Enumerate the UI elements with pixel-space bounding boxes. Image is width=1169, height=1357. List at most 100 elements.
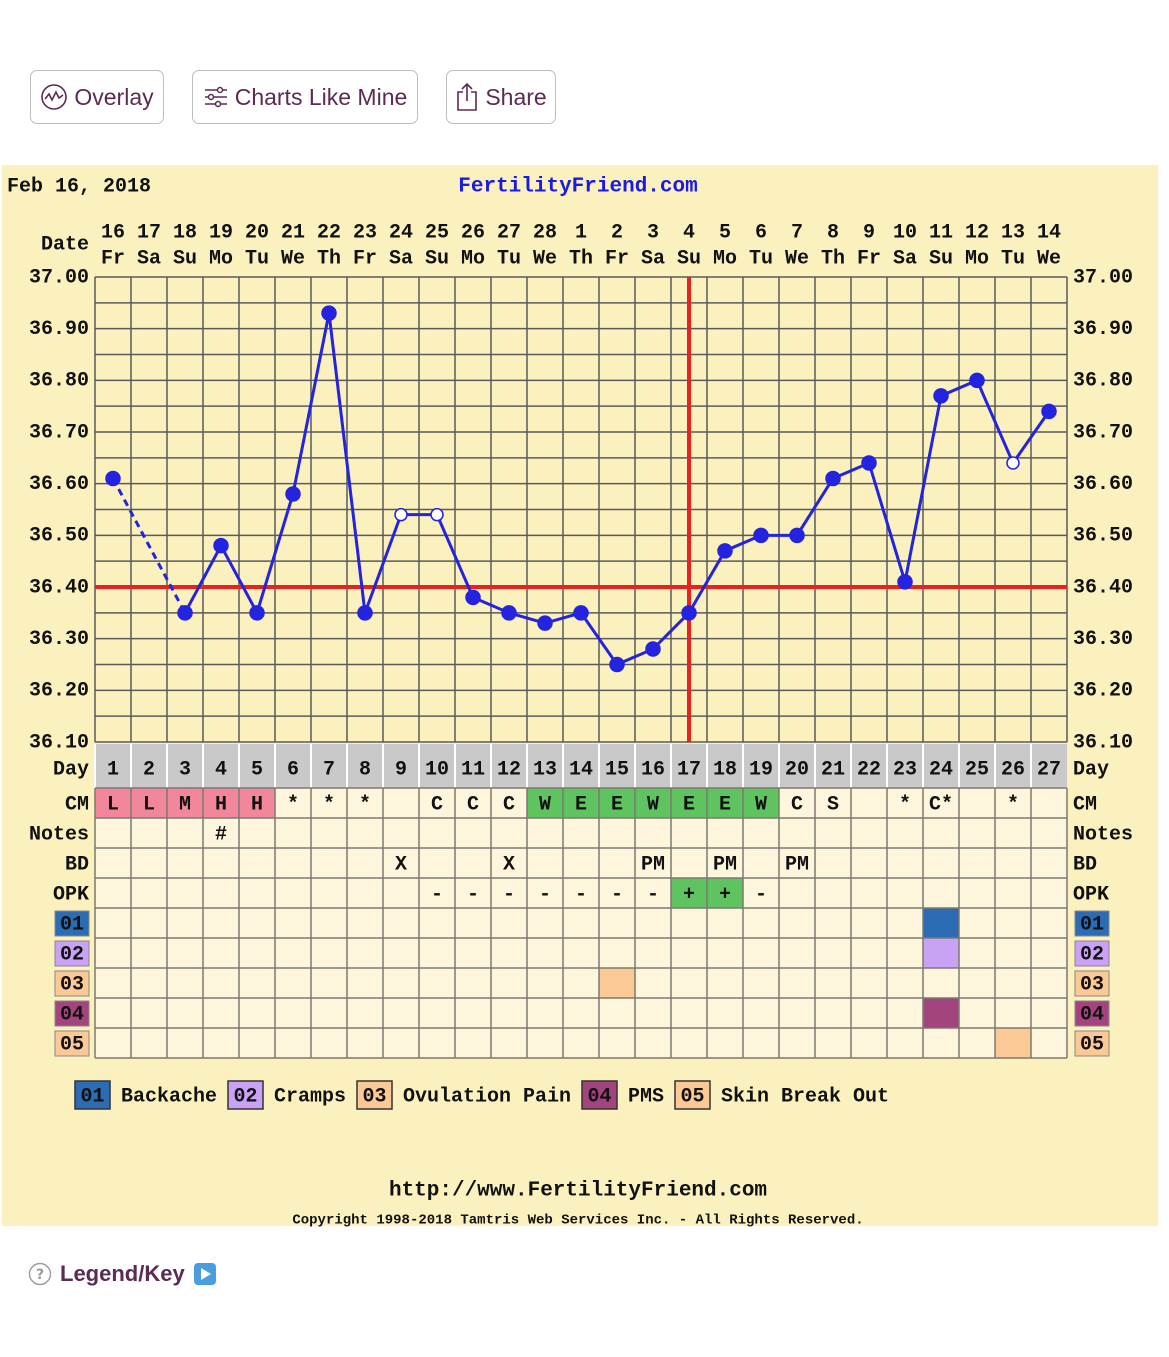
cell-text: M bbox=[179, 793, 191, 816]
y-tick-label: 36.90 bbox=[29, 318, 89, 341]
weekday-label: Th bbox=[317, 247, 341, 270]
date-label: 18 bbox=[173, 221, 197, 244]
weekday-label: Fr bbox=[857, 247, 881, 270]
x-tick-label: 8 bbox=[359, 758, 371, 781]
cell-highlight bbox=[167, 788, 203, 818]
symptom-code: 01 bbox=[60, 913, 84, 936]
date-label: 2 bbox=[611, 221, 623, 244]
y-tick-label: 36.30 bbox=[29, 628, 89, 651]
temperature-point bbox=[789, 527, 805, 544]
x-tick-label: 15 bbox=[605, 758, 629, 781]
date-label: 7 bbox=[791, 221, 803, 244]
legend-swatch bbox=[674, 1080, 711, 1110]
temperature-point bbox=[753, 527, 769, 544]
symptom-code-box bbox=[1074, 1030, 1110, 1057]
date-label: 20 bbox=[245, 221, 269, 244]
date-label: 17 bbox=[137, 221, 161, 244]
x-tick-label: 14 bbox=[569, 758, 593, 781]
cell-text: C* bbox=[929, 793, 953, 816]
legend-code: 04 bbox=[587, 1085, 611, 1108]
x-tick-label: 11 bbox=[461, 758, 485, 781]
temperature-point bbox=[897, 574, 913, 590]
legend-code: 02 bbox=[233, 1085, 257, 1108]
x-tick-label: 21 bbox=[821, 758, 845, 781]
cell-text: * bbox=[359, 793, 371, 816]
button-label: Share bbox=[485, 83, 547, 110]
y2-tick-label: 36.20 bbox=[1073, 680, 1133, 703]
y2-tick-label: 36.40 bbox=[1073, 576, 1133, 599]
play-icon bbox=[193, 1263, 216, 1285]
date-label: 9 bbox=[863, 221, 875, 244]
symptom-code: 02 bbox=[1080, 943, 1104, 966]
weekday-label: Fr bbox=[605, 247, 629, 270]
chart: Feb 16, 2018 FertilityFriend.com http://… bbox=[2, 165, 1158, 1229]
weekday-label: Th bbox=[821, 247, 845, 270]
y-tick-label: 37.00 bbox=[29, 266, 89, 289]
cell-text: * bbox=[899, 793, 911, 816]
cell-highlight bbox=[95, 788, 131, 818]
weekday-label: Sa bbox=[893, 247, 917, 270]
overlay-button[interactable]: Overlay bbox=[30, 70, 164, 124]
cell-highlight bbox=[599, 788, 635, 818]
x-tick-label: 27 bbox=[1037, 758, 1061, 781]
cell-text: * bbox=[323, 793, 335, 816]
weekday-label: Tu bbox=[1001, 247, 1025, 270]
temperature-point bbox=[933, 388, 949, 404]
cell-text: * bbox=[1007, 793, 1019, 816]
cell-text: PM bbox=[641, 853, 665, 876]
date-label: 21 bbox=[281, 221, 305, 244]
date-label: 12 bbox=[965, 221, 989, 244]
temperature-point bbox=[177, 605, 193, 621]
x-tick-label: 16 bbox=[641, 758, 665, 781]
x-tick-label: 2 bbox=[143, 758, 155, 781]
charts-like-mine-button[interactable]: Charts Like Mine bbox=[192, 70, 418, 124]
symptom-code: 03 bbox=[60, 973, 84, 996]
row-label: OPK bbox=[1073, 883, 1109, 906]
cell-text: PM bbox=[785, 853, 809, 876]
temperature-point bbox=[717, 543, 733, 559]
row-label: OPK bbox=[53, 883, 89, 906]
cell-text: * bbox=[287, 793, 299, 816]
symptom-code: 02 bbox=[60, 943, 84, 966]
cell-text: X bbox=[503, 853, 515, 876]
x-tick-label: 3 bbox=[179, 758, 191, 781]
temperature-point bbox=[105, 470, 121, 487]
weekday-label: Fr bbox=[101, 247, 125, 270]
cell-highlight bbox=[707, 878, 743, 908]
legend-key-label: Legend/Key bbox=[60, 1261, 185, 1286]
weekday-label: Su bbox=[929, 247, 953, 270]
x-tick-label: 26 bbox=[1001, 758, 1025, 781]
date-label: 26 bbox=[461, 221, 485, 244]
share-button[interactable]: Share bbox=[446, 70, 556, 124]
symptom-code: 05 bbox=[60, 1033, 84, 1056]
legend-swatch bbox=[581, 1080, 618, 1110]
weekday-label: Mo bbox=[209, 247, 233, 270]
legend-key-link[interactable]: ? Legend/Key bbox=[28, 1261, 217, 1287]
cell-text: + bbox=[683, 883, 695, 906]
weekday-label: Tu bbox=[497, 247, 521, 270]
temperature-point bbox=[1041, 403, 1057, 420]
symptom-code-box bbox=[54, 910, 90, 937]
x-tick-label: 9 bbox=[395, 758, 407, 781]
y2-tick-label: 36.70 bbox=[1073, 421, 1133, 444]
cell-text: L bbox=[143, 793, 155, 816]
temperature-point bbox=[357, 605, 373, 621]
cell-text: L bbox=[107, 793, 119, 816]
copyright: Copyright 1998-2018 Tamtris Web Services… bbox=[292, 1213, 863, 1229]
temperature-point bbox=[285, 486, 301, 502]
row-label: BD bbox=[1073, 853, 1097, 876]
date-label: 24 bbox=[389, 221, 413, 244]
date-label: 22 bbox=[317, 221, 341, 244]
legend-swatch bbox=[74, 1080, 111, 1110]
y2-tick-label: 36.10 bbox=[1073, 731, 1133, 754]
cell-text: E bbox=[575, 793, 587, 816]
symptom-cell bbox=[923, 908, 959, 938]
temperature-point bbox=[321, 305, 337, 321]
weekday-label: Mo bbox=[965, 247, 989, 270]
x-tick-label: 12 bbox=[497, 758, 521, 781]
weekday-label: Th bbox=[569, 247, 593, 270]
temperature-point bbox=[465, 589, 481, 606]
button-label: Overlay bbox=[74, 83, 154, 110]
x-tick-label: 25 bbox=[965, 758, 989, 781]
svg-text:?: ? bbox=[36, 1267, 44, 1283]
